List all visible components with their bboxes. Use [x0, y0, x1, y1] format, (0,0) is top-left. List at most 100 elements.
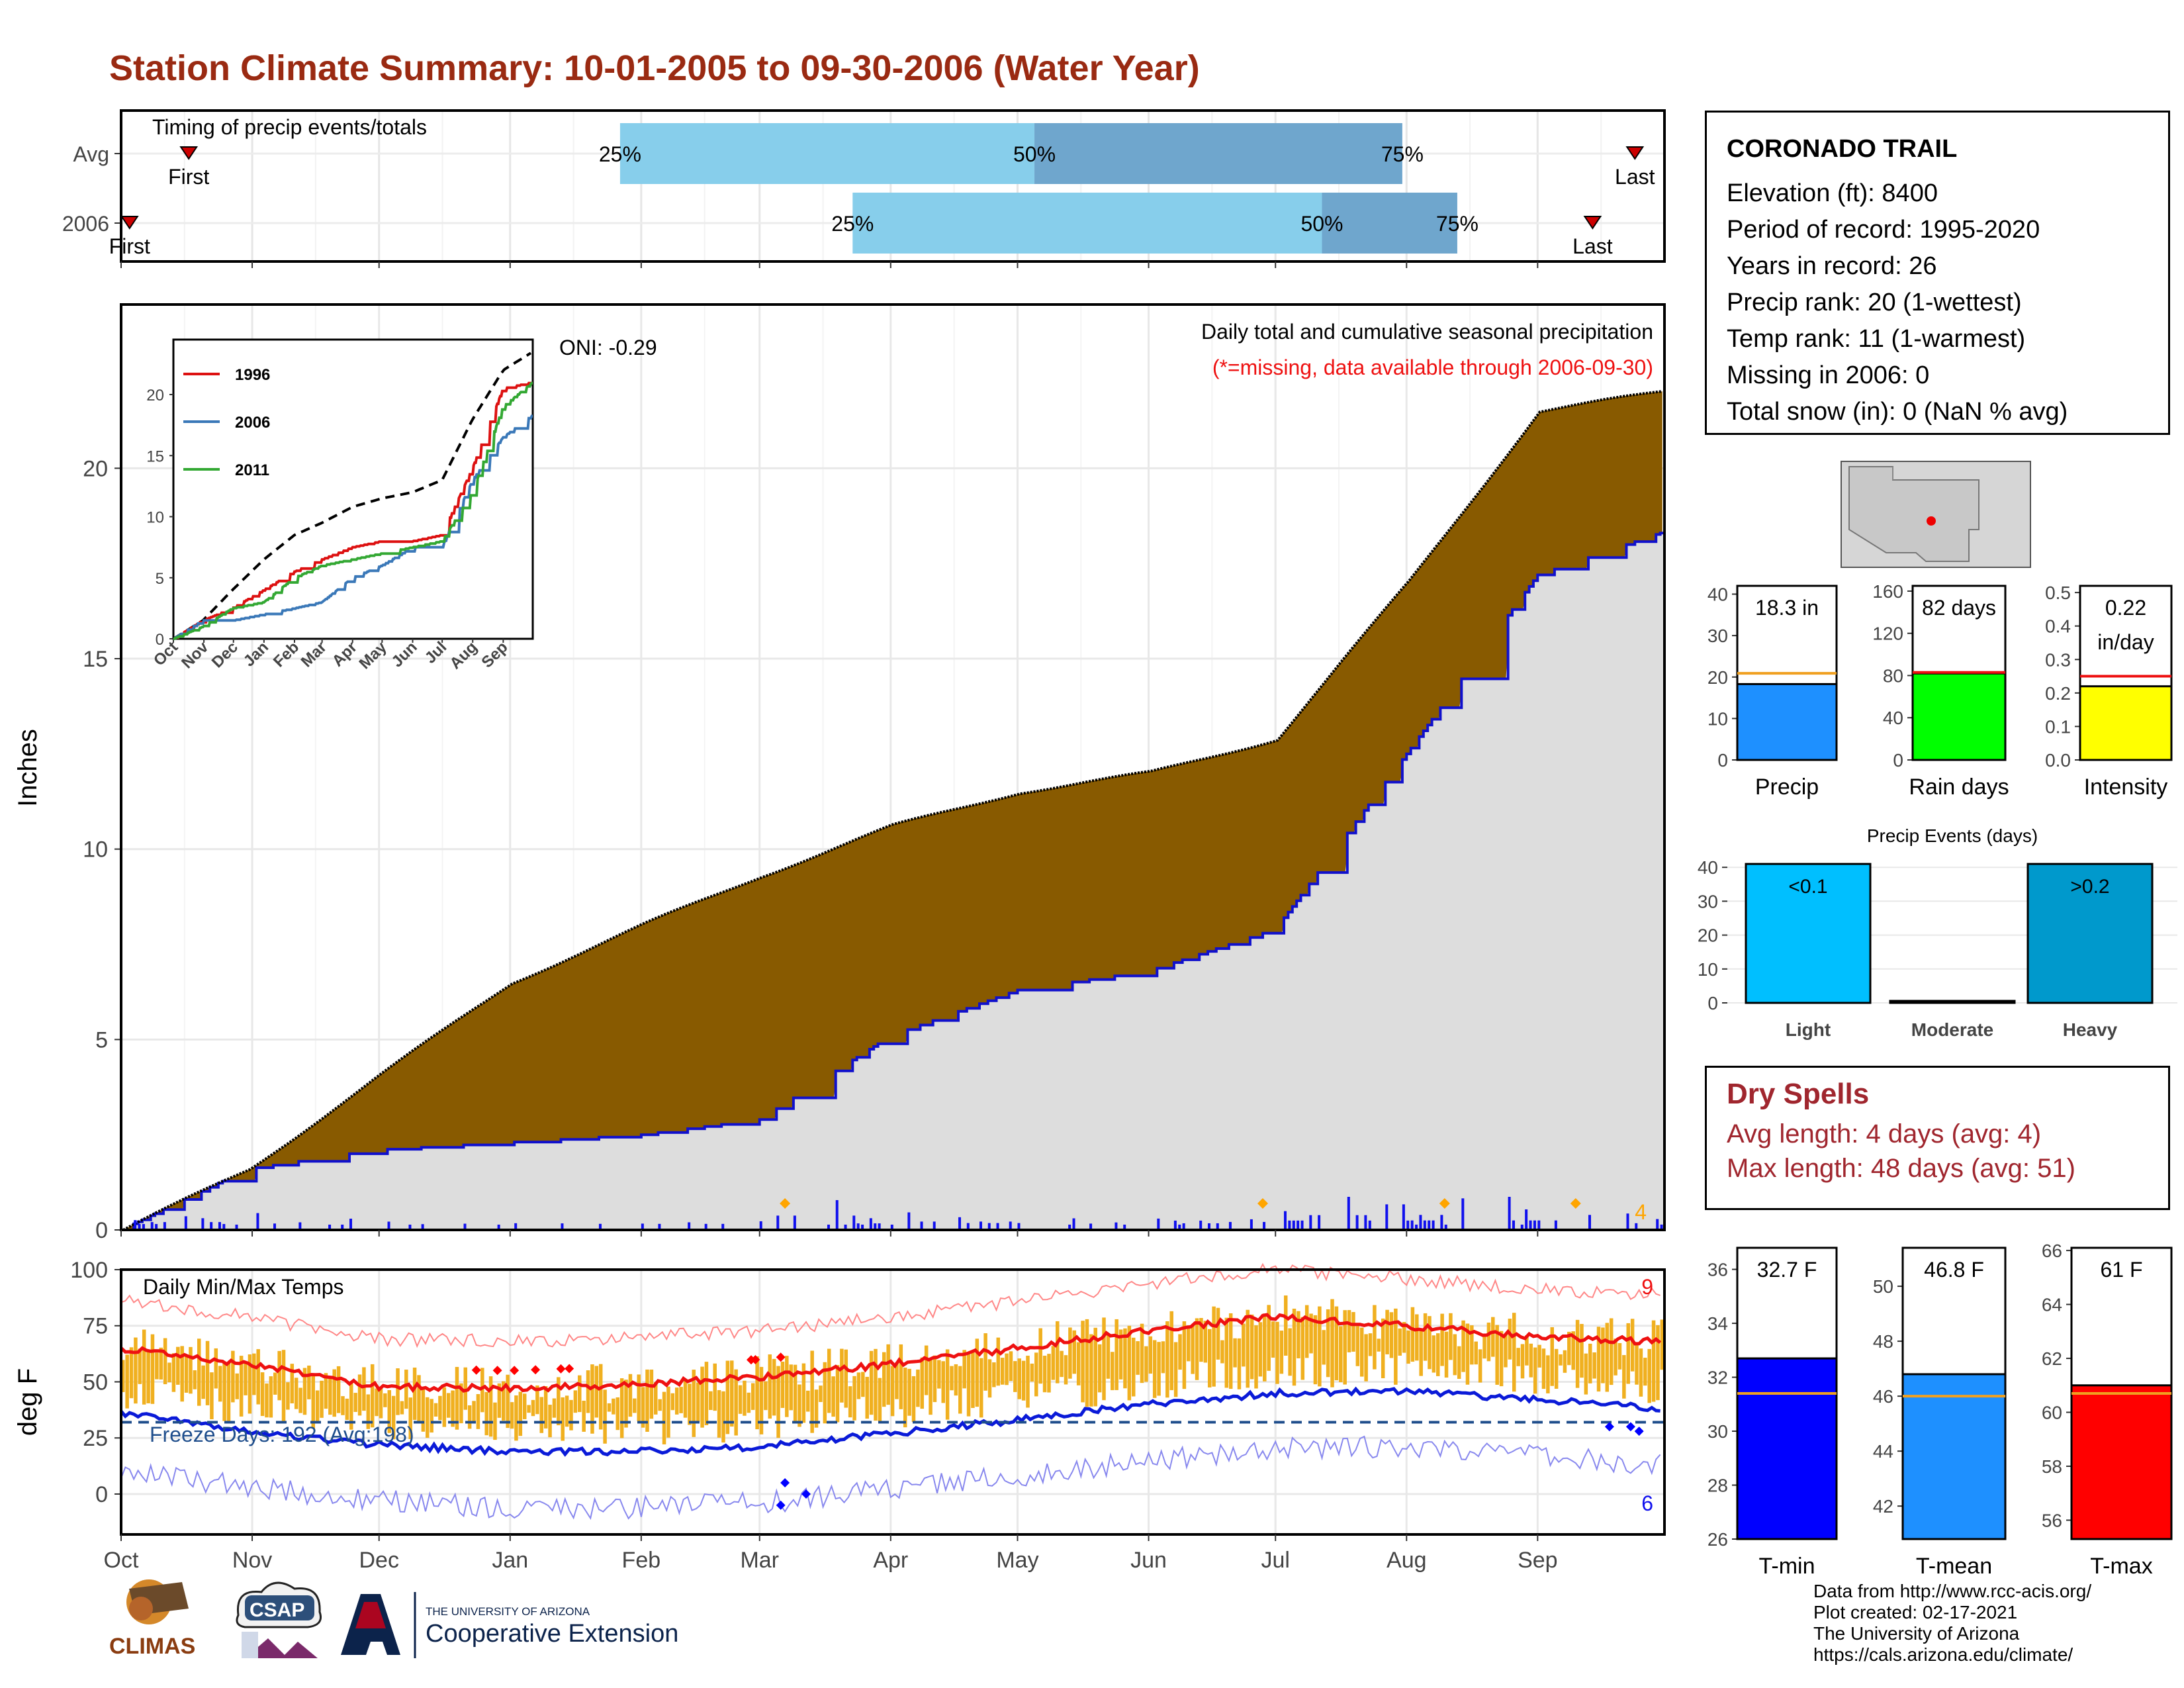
temp-daily-range-bar — [615, 1397, 620, 1430]
temp-daily-range-bar — [345, 1398, 349, 1421]
precip-daily-bar — [1123, 1225, 1126, 1230]
temp-daily-range-bar — [1406, 1330, 1410, 1364]
temp-daily-range-bar — [1529, 1343, 1533, 1378]
temp-daily-range-bar — [700, 1366, 704, 1428]
temp-daily-range-bar — [1051, 1346, 1056, 1380]
university-of-arizona-logo: THE UNIVERSITY OF ARIZONA Cooperative Ex… — [341, 1592, 678, 1658]
temp-daily-range-bar — [831, 1376, 835, 1417]
temp-ytick-label: 25 — [83, 1426, 108, 1451]
temp-daily-range-bar — [1639, 1348, 1643, 1397]
temp-daily-range-bar — [1224, 1317, 1229, 1388]
temp-daily-range-bar — [1275, 1321, 1279, 1384]
temp-daily-range-bar — [433, 1403, 438, 1417]
temp-daily-range-bar — [1013, 1361, 1017, 1392]
temp-daily-range-bar — [1330, 1299, 1334, 1387]
temp-daily-range-bar — [438, 1395, 442, 1421]
temp-daily-range-bar — [895, 1362, 899, 1399]
temp-daily-range-bar — [1512, 1313, 1516, 1392]
events-ytick-label: 0 — [1707, 993, 1718, 1013]
temp-daily-range-bar — [1038, 1328, 1042, 1384]
precip-daily-bar — [1297, 1220, 1300, 1230]
precip-daily-bar — [1415, 1225, 1418, 1230]
temp-daily-range-bar — [1368, 1333, 1373, 1356]
temp-daily-range-bar — [1495, 1325, 1499, 1385]
timing-last-marker — [1583, 216, 1602, 230]
temp-daily-range-bar — [265, 1383, 269, 1418]
temp-daily-range-bar — [882, 1352, 886, 1407]
temp-daily-range-bar — [1246, 1309, 1250, 1388]
temp-daily-range-bar — [1563, 1350, 1567, 1373]
temp-daily-range-bar — [404, 1370, 408, 1409]
precip-daily-bar — [1292, 1220, 1295, 1230]
temp-daily-range-bar — [565, 1395, 569, 1427]
temp-daily-range-bar — [1297, 1311, 1300, 1358]
temp-daily-range-bar — [1233, 1338, 1237, 1368]
temp-daily-range-bar — [666, 1386, 670, 1438]
dry-spells-box: Dry Spells Avg length: 4 days (avg: 4) M… — [1705, 1066, 2170, 1210]
temp-daily-range-bar — [764, 1381, 768, 1411]
small-chart-ytick-label: 30 — [1707, 626, 1728, 646]
temp-daily-range-bar — [307, 1365, 311, 1399]
precip-daily-bar — [514, 1223, 518, 1230]
temp-daily-range-bar — [1651, 1320, 1656, 1402]
precip-daily-bar — [776, 1215, 780, 1230]
temp-daily-range-bar — [1178, 1334, 1182, 1370]
climas-logo: CLIMAS — [109, 1579, 195, 1659]
month-axis-label: Nov — [232, 1548, 272, 1573]
small-chart-ytick-label: 46 — [1873, 1386, 1893, 1407]
precip-ytick-label: 0 — [95, 1218, 108, 1243]
temp-daily-range-bar — [810, 1350, 814, 1433]
temp-daily-range-bar — [916, 1369, 920, 1407]
precip-deficit-area — [123, 391, 1662, 1231]
precip-daily-bar — [852, 1215, 856, 1230]
temp-daily-range-bar — [180, 1346, 184, 1402]
temp-daily-range-bar — [1191, 1325, 1195, 1374]
temp-daily-range-bar — [1656, 1325, 1660, 1401]
temp-daily-range-bar — [244, 1363, 248, 1395]
temp-daily-range-bar — [878, 1378, 882, 1421]
precip-daily-bar — [1660, 1224, 1663, 1230]
temp-daily-range-bar — [379, 1386, 383, 1419]
precip-daily-bar — [1461, 1198, 1465, 1230]
temp-daily-range-bar — [1242, 1323, 1246, 1367]
temp-daily-range-bar — [256, 1349, 260, 1405]
temp-daily-range-bar — [1580, 1324, 1584, 1378]
ua-header-text: THE UNIVERSITY OF ARIZONA — [426, 1605, 590, 1618]
temp-daily-range-bar — [962, 1350, 966, 1389]
temp-daily-range-bar — [205, 1340, 210, 1405]
temp-daily-range-bar — [1182, 1321, 1187, 1389]
temp-daily-range-bar — [1263, 1313, 1267, 1382]
temp-daily-range-bar — [484, 1391, 488, 1436]
credit-university: The University of Arizona — [1813, 1623, 2020, 1644]
inset-panel — [172, 338, 534, 640]
temp-daily-range-bar — [637, 1374, 641, 1421]
temp-daily-range-bar — [776, 1366, 780, 1438]
temp-daily-range-bar — [886, 1344, 890, 1405]
temp-daily-range-bar — [1072, 1330, 1077, 1374]
precip-daily-bar — [150, 1222, 154, 1230]
temp-daily-range-bar — [1402, 1322, 1406, 1353]
temp-daily-range-bar — [1055, 1321, 1060, 1383]
temp-daily-range-bar — [1009, 1351, 1013, 1382]
small-chart-ytick-label: 44 — [1873, 1441, 1893, 1462]
temp-daily-range-bar — [696, 1382, 700, 1422]
temp-daily-range-bar — [176, 1346, 180, 1385]
precip-daily-bar — [1355, 1215, 1359, 1230]
temp-daily-range-bar — [476, 1394, 480, 1429]
page-title: Station Climate Summary: 10-01-2005 to 0… — [109, 48, 1200, 88]
small-chart-category-label: Intensity — [2084, 774, 2168, 800]
temp-daily-range-bar — [1394, 1308, 1398, 1385]
temp-avg-min-line — [120, 1386, 1661, 1457]
temp-daily-range-bar — [336, 1366, 341, 1413]
temp-daily-range-bar — [865, 1376, 869, 1419]
temp-daily-range-bar — [1596, 1327, 1601, 1392]
temp-record-max-line — [120, 1262, 1661, 1348]
temp-daily-range-bar — [780, 1361, 785, 1408]
temp-daily-range-bar — [129, 1347, 134, 1399]
temp-daily-range-bar — [628, 1374, 633, 1417]
temp-daily-range-bar — [1486, 1323, 1491, 1362]
temp-daily-range-bar — [971, 1351, 975, 1408]
small-chart-value-label: 82 days — [1922, 596, 1996, 620]
temp-daily-range-bar — [890, 1366, 895, 1417]
temp-daily-range-bar — [1118, 1329, 1123, 1380]
